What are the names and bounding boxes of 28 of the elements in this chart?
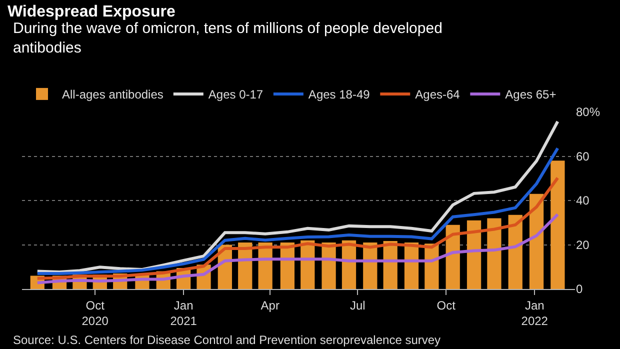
- legend-label: Ages 65+: [505, 88, 556, 102]
- legend-label: Ages-64: [415, 88, 460, 102]
- y-tick-label: 20: [576, 238, 590, 252]
- line-series: [36, 176, 560, 280]
- bar: [550, 160, 565, 289]
- x-tick-label: Jan 2021: [170, 298, 198, 328]
- x-tick-label: Oct: [436, 298, 456, 312]
- legend-label: Ages 0-17: [208, 88, 264, 102]
- chart-title: Widespread Exposure: [7, 3, 176, 20]
- bar: [508, 214, 522, 289]
- line-series: [36, 146, 560, 276]
- chart-subtitle: During the wave of omicron, tens of millions of people developed antibodies: [13, 20, 442, 56]
- legend-label: All-ages antibodies: [62, 88, 164, 102]
- x-tick-label: Oct 2020: [82, 298, 109, 328]
- x-tick-label: Jul: [350, 298, 366, 312]
- y-tick-label: 80%: [576, 105, 600, 120]
- bar: [466, 220, 482, 289]
- x-tick-label: Jan 2022: [521, 298, 548, 328]
- y-tick-label: 0: [576, 282, 583, 296]
- x-tick-label: Apr: [260, 298, 280, 312]
- legend-label: Ages 18-49: [308, 88, 370, 102]
- source-note: Source: U.S. Centers for Disease Control and Prevention seroprevalence survey: [13, 333, 441, 347]
- bar: [529, 194, 544, 289]
- bar: [487, 218, 502, 289]
- line-series: [36, 212, 560, 284]
- line-series: [36, 120, 560, 274]
- y-tick-label: 60: [576, 149, 590, 164]
- y-tick-label: 40: [576, 194, 590, 208]
